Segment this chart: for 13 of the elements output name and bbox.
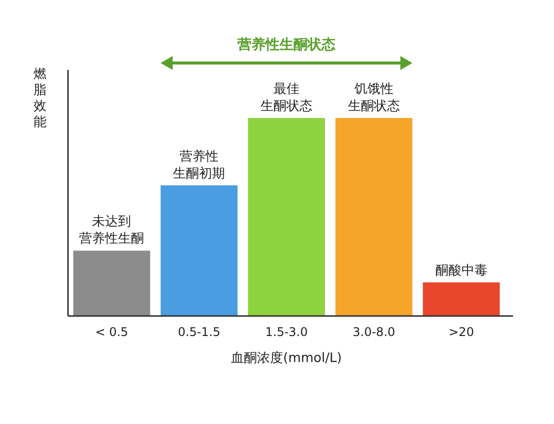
- x-tick-label: >20: [448, 325, 474, 339]
- x-tick-label: < 0.5: [95, 325, 128, 339]
- annotation: 营养性生酮初期: [173, 148, 226, 182]
- text: 饥饿性生酮状态: [348, 82, 400, 114]
- x-axis-title: 血酮浓度(mmol/L): [231, 350, 342, 366]
- x-tick-label: 3.0-8.0: [352, 325, 396, 339]
- text: 营养性生酮状态: [236, 36, 336, 53]
- annotation: 未达到营养性生酮: [79, 214, 144, 247]
- y-axis-title: 燃脂效能: [34, 67, 46, 130]
- x-tick-label: 0.5-1.5: [178, 325, 220, 339]
- text: 最佳生酮状态: [260, 82, 312, 114]
- annotation: 酮酸中毒: [435, 263, 488, 278]
- x-tick-label: 1.5-3.0: [265, 325, 308, 339]
